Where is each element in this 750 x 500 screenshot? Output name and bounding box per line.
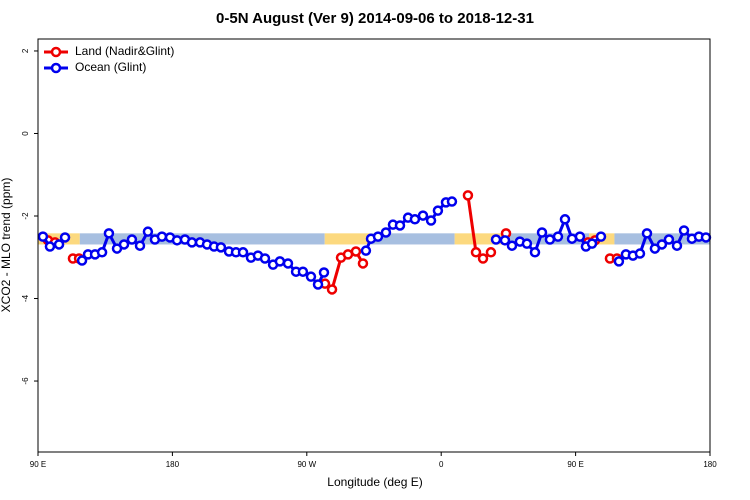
data-point bbox=[663, 234, 675, 245]
data-point bbox=[529, 247, 541, 258]
plot-frame bbox=[37, 38, 711, 453]
data-point bbox=[417, 210, 429, 221]
data-point bbox=[462, 190, 474, 201]
data-point bbox=[432, 205, 444, 216]
data-point bbox=[586, 238, 598, 249]
data-point bbox=[574, 231, 586, 242]
data-point bbox=[186, 237, 198, 248]
data-point bbox=[641, 228, 653, 239]
data-point bbox=[350, 246, 362, 257]
data-point bbox=[595, 231, 607, 242]
data-point bbox=[678, 225, 690, 236]
x-tick-label: 90 E bbox=[567, 460, 583, 469]
data-point bbox=[297, 266, 309, 277]
legend-label: Land (Nadir&Glint) bbox=[75, 44, 174, 58]
y-axis-label: XCO2 - MLO trend (ppm) bbox=[0, 178, 13, 313]
data-point bbox=[37, 231, 49, 242]
band-segment bbox=[614, 233, 710, 245]
data-point bbox=[274, 256, 286, 267]
data-point bbox=[536, 227, 548, 238]
data-point bbox=[490, 234, 502, 245]
y-tick-label: 2 bbox=[21, 48, 30, 53]
data-point bbox=[357, 258, 369, 269]
data-point bbox=[215, 242, 227, 253]
data-point bbox=[394, 220, 406, 231]
data-point bbox=[521, 238, 533, 249]
legend-label: Ocean (Glint) bbox=[75, 60, 146, 74]
x-tick-label: 90 E bbox=[30, 460, 46, 469]
band-segment bbox=[454, 233, 506, 245]
data-point bbox=[425, 215, 437, 226]
data-point bbox=[634, 248, 646, 259]
x-axis-label: Longitude (deg E) bbox=[327, 475, 422, 489]
data-point bbox=[360, 245, 372, 256]
data-point bbox=[259, 253, 271, 264]
data-point bbox=[477, 253, 489, 264]
data-point bbox=[544, 234, 556, 245]
band-segment bbox=[324, 233, 370, 245]
band-segment bbox=[369, 233, 455, 245]
x-tick-label: 180 bbox=[703, 460, 717, 469]
data-point bbox=[372, 231, 384, 242]
y-tick-label: -6 bbox=[21, 377, 30, 385]
y-tick-label: -4 bbox=[21, 294, 30, 302]
data-point bbox=[671, 240, 683, 251]
data-point bbox=[318, 267, 330, 278]
data-point bbox=[118, 239, 130, 250]
data-point bbox=[134, 240, 146, 251]
data-point bbox=[142, 226, 154, 237]
data-point bbox=[126, 234, 138, 245]
legend-marker bbox=[50, 46, 62, 58]
data-point bbox=[156, 231, 168, 242]
x-tick-label: 90 W bbox=[297, 460, 316, 469]
data-point bbox=[76, 255, 88, 266]
data-point bbox=[312, 279, 324, 290]
data-point bbox=[470, 247, 482, 258]
data-point bbox=[237, 247, 249, 258]
data-point bbox=[305, 271, 317, 282]
data-point bbox=[103, 228, 115, 239]
x-tick-label: 180 bbox=[166, 460, 180, 469]
data-point bbox=[44, 241, 56, 252]
data-point bbox=[409, 214, 421, 225]
data-point bbox=[380, 227, 392, 238]
y-tick-label: -2 bbox=[21, 212, 30, 220]
data-point bbox=[613, 256, 625, 267]
data-point bbox=[446, 196, 458, 207]
data-point bbox=[506, 240, 518, 251]
data-point bbox=[326, 284, 338, 295]
chart-title: 0-5N August (Ver 9) 2014-09-06 to 2018-1… bbox=[216, 10, 534, 27]
data-point bbox=[53, 239, 65, 250]
x-tick-label: 0 bbox=[439, 460, 444, 469]
data-point bbox=[656, 239, 668, 250]
legend-marker bbox=[50, 62, 62, 74]
data-point bbox=[485, 247, 497, 258]
data-point bbox=[59, 232, 71, 243]
data-point bbox=[282, 258, 294, 269]
data-point bbox=[700, 232, 712, 243]
y-tick-label: 0 bbox=[21, 131, 30, 136]
data-point bbox=[499, 235, 511, 246]
data-point bbox=[96, 247, 108, 258]
data-point bbox=[559, 214, 571, 225]
data-point bbox=[552, 231, 564, 242]
